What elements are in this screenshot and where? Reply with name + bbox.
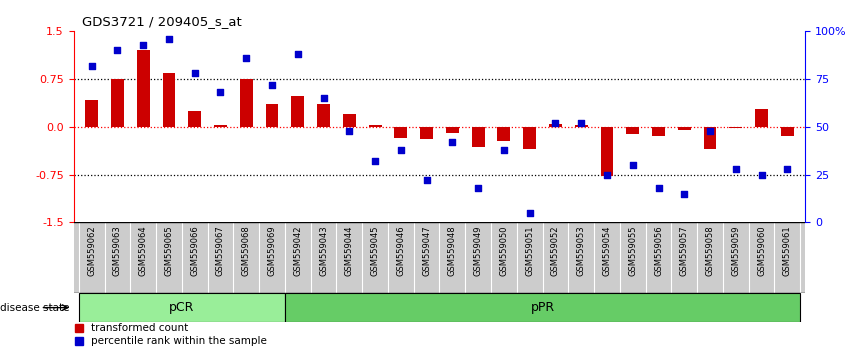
Text: GSM559066: GSM559066 [191, 225, 199, 276]
Text: GSM559063: GSM559063 [113, 225, 122, 276]
Bar [137, 50, 150, 127]
Text: GDS3721 / 209405_s_at: GDS3721 / 209405_s_at [82, 15, 242, 28]
Bar [600, 127, 613, 176]
Point [677, 191, 691, 196]
Bar [317, 104, 330, 127]
Text: GSM559061: GSM559061 [783, 225, 792, 276]
Bar [188, 111, 201, 127]
Point [574, 120, 588, 126]
Bar [446, 127, 459, 133]
Bar [472, 127, 485, 147]
Bar [240, 79, 253, 127]
Bar [523, 127, 536, 149]
Text: GSM559059: GSM559059 [731, 225, 740, 276]
Text: GSM559055: GSM559055 [628, 225, 637, 276]
Point [85, 63, 99, 68]
Text: GSM559044: GSM559044 [345, 225, 354, 276]
Point [136, 42, 150, 47]
Bar [285, 293, 800, 322]
Text: GSM559056: GSM559056 [654, 225, 663, 276]
Text: GSM559052: GSM559052 [551, 225, 560, 276]
Bar [266, 104, 279, 127]
Point [239, 55, 253, 61]
Point [265, 82, 279, 87]
Bar [781, 127, 794, 136]
Text: GSM559051: GSM559051 [525, 225, 534, 276]
Text: pPR: pPR [531, 301, 554, 314]
Point [548, 120, 562, 126]
Point [420, 177, 434, 183]
Point [291, 51, 305, 57]
Bar [214, 125, 227, 127]
Point [342, 128, 356, 133]
Text: GSM559062: GSM559062 [87, 225, 96, 276]
Text: GSM559068: GSM559068 [242, 225, 251, 276]
Text: GSM559065: GSM559065 [165, 225, 173, 276]
Bar [703, 127, 716, 149]
Bar [369, 125, 382, 127]
Bar [291, 96, 304, 127]
Bar [497, 127, 510, 141]
Point [729, 166, 743, 172]
Bar [575, 125, 588, 127]
Text: GSM559067: GSM559067 [216, 225, 225, 276]
Bar [394, 127, 407, 138]
Text: GSM559058: GSM559058 [706, 225, 714, 276]
Point [497, 147, 511, 153]
Bar [420, 127, 433, 139]
Text: GSM559048: GSM559048 [448, 225, 457, 276]
Text: GSM559064: GSM559064 [139, 225, 148, 276]
Bar [343, 114, 356, 127]
Point [394, 147, 408, 153]
Point [651, 185, 665, 191]
Text: GSM559047: GSM559047 [422, 225, 431, 276]
Point [471, 185, 485, 191]
Bar [678, 127, 691, 130]
Point [368, 158, 382, 164]
Text: GSM559060: GSM559060 [757, 225, 766, 276]
Bar [626, 127, 639, 135]
Text: GSM559045: GSM559045 [371, 225, 379, 276]
Text: pCR: pCR [169, 301, 195, 314]
Point [317, 95, 331, 101]
Text: GSM559049: GSM559049 [474, 225, 482, 276]
Point [626, 162, 640, 168]
Bar [755, 109, 768, 127]
Bar [163, 73, 176, 127]
Text: GSM559057: GSM559057 [680, 225, 688, 276]
Point [162, 36, 176, 42]
Text: GSM559054: GSM559054 [603, 225, 611, 276]
Bar [111, 79, 124, 127]
Bar [85, 100, 98, 127]
Bar [549, 124, 562, 127]
Point [754, 172, 768, 177]
Text: GSM559046: GSM559046 [397, 225, 405, 276]
Text: GSM559069: GSM559069 [268, 225, 276, 276]
Point [111, 47, 125, 53]
Bar [652, 127, 665, 136]
Point [703, 128, 717, 133]
Legend: transformed count, percentile rank within the sample: transformed count, percentile rank withi… [74, 323, 268, 346]
Point [214, 90, 228, 95]
Point [523, 210, 537, 216]
Bar [79, 293, 285, 322]
Point [780, 166, 794, 172]
Text: GSM559050: GSM559050 [500, 225, 508, 276]
Text: GSM559042: GSM559042 [294, 225, 302, 276]
Point [445, 139, 459, 145]
Bar [729, 127, 742, 128]
Text: GSM559043: GSM559043 [319, 225, 328, 276]
Text: GSM559053: GSM559053 [577, 225, 585, 276]
Text: disease state: disease state [0, 303, 69, 313]
Point [600, 172, 614, 177]
Point [188, 70, 202, 76]
